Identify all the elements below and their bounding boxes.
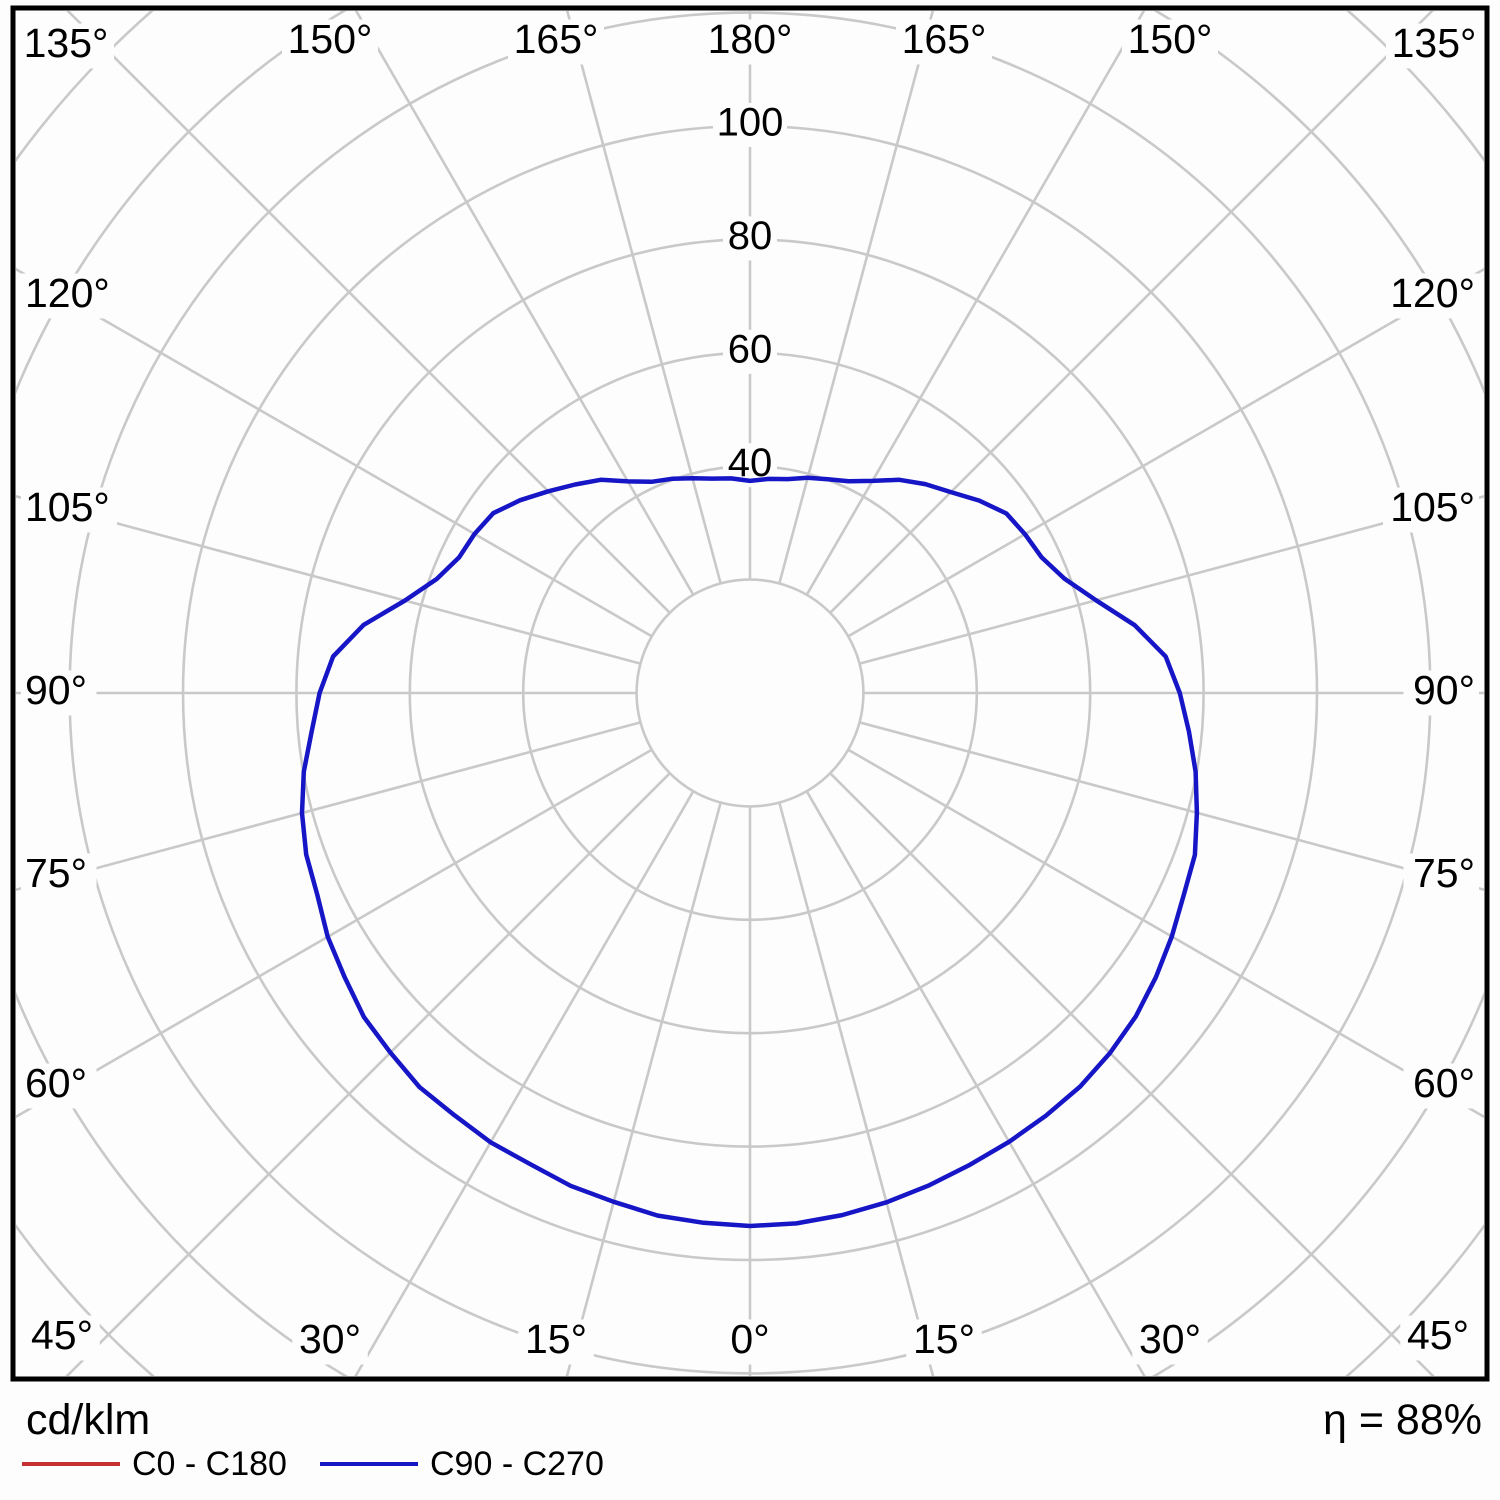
legend-swatch-c0-c180 xyxy=(22,1462,120,1466)
angle-label-15: 15° xyxy=(525,1316,587,1362)
curve-C90-C270 xyxy=(299,475,1200,1229)
angle-label-135-bg xyxy=(1386,23,1482,69)
grid-spoke-120 xyxy=(847,267,1484,638)
angle-label-150: 150° xyxy=(1128,16,1213,62)
grid-spoke-30 xyxy=(805,790,1146,1376)
angle-label-105-bg xyxy=(21,487,117,533)
angle-label-150: 150° xyxy=(288,16,373,62)
angle-label-135: 135° xyxy=(24,20,109,66)
angle-label-165: 165° xyxy=(514,16,599,62)
angle-label-165-bg xyxy=(508,19,604,65)
angle-label-60-bg xyxy=(1403,1063,1479,1109)
units-label: cd/klm xyxy=(26,1396,151,1444)
angle-label-15-bg xyxy=(518,1319,594,1365)
angle-label-105: 105° xyxy=(1390,484,1475,530)
angle-label-150-bg xyxy=(1122,19,1218,65)
angle-label-30-bg xyxy=(1132,1319,1208,1365)
grid-spoke-75 xyxy=(859,721,1484,892)
angle-label-150-bg xyxy=(282,19,378,65)
angle-label-30: 30° xyxy=(1139,1316,1201,1362)
angle-label-75-bg xyxy=(21,853,97,899)
legend-label-c0-c180: C0 - C180 xyxy=(132,1445,287,1483)
angle-label-90: 90° xyxy=(25,667,87,713)
grid-spoke-210 xyxy=(354,11,695,596)
radial-label-80-bg xyxy=(723,216,777,261)
grid-spoke-255 xyxy=(16,494,641,665)
grid-spoke-195 xyxy=(565,11,722,584)
angle-label-75: 75° xyxy=(1413,850,1475,896)
angle-label-135-bg xyxy=(18,23,114,69)
radial-label-100-bg xyxy=(713,103,787,147)
angle-label-105: 105° xyxy=(25,484,110,530)
angle-label-180-bg xyxy=(702,19,798,65)
angle-label-180: 180° xyxy=(708,16,793,62)
grid-spoke-285 xyxy=(16,721,641,892)
grid-spoke-60 xyxy=(847,748,1484,1119)
grid-spoke-165 xyxy=(778,11,935,584)
angle-label-105-bg xyxy=(1383,487,1479,533)
angle-label-165-bg xyxy=(896,19,992,65)
angle-label-45: 45° xyxy=(31,1312,93,1358)
angle-label-60: 60° xyxy=(25,1060,87,1106)
grid-spoke-300 xyxy=(16,748,653,1119)
angle-label-120: 120° xyxy=(25,270,110,316)
grid-spoke-150 xyxy=(805,11,1146,596)
radial-label-100: 100 xyxy=(717,101,784,145)
angle-label-60-bg xyxy=(21,1063,97,1109)
legend-item-c90-c270: C90 - C270 xyxy=(320,1444,604,1484)
angle-label-120-bg xyxy=(1383,273,1479,319)
grid-spoke-315 xyxy=(65,772,671,1376)
angle-label-30: 30° xyxy=(299,1316,361,1362)
efficiency-label: η = 88% xyxy=(1323,1396,1482,1444)
grid-spoke-105 xyxy=(859,494,1484,665)
grid-spoke-345 xyxy=(565,802,722,1376)
angle-label-75: 75° xyxy=(25,850,87,896)
legend-swatch-c90-c270 xyxy=(320,1462,418,1466)
angle-label-90: 90° xyxy=(1413,667,1475,713)
radial-label-80: 80 xyxy=(728,214,773,258)
plot-frame xyxy=(10,5,1490,1382)
radial-label-60: 60 xyxy=(728,327,773,371)
angle-label-90-bg xyxy=(21,670,97,716)
grid-spoke-45 xyxy=(829,772,1435,1376)
angle-label-135: 135° xyxy=(1392,20,1477,66)
legend-label-c90-c270: C90 - C270 xyxy=(430,1445,604,1483)
angle-label-90-bg xyxy=(1403,670,1479,716)
radial-label-60-bg xyxy=(723,329,777,374)
angle-label-30-bg xyxy=(292,1319,368,1365)
angle-label-15-bg xyxy=(906,1319,982,1365)
grid-spoke-240 xyxy=(16,267,653,638)
legend-item-c0-c180: C0 - C180 xyxy=(22,1444,287,1484)
angle-label-0: 0° xyxy=(730,1316,769,1362)
angle-label-120: 120° xyxy=(1390,270,1475,316)
grid-spoke-330 xyxy=(354,790,695,1376)
angle-label-45-bg xyxy=(24,1315,100,1361)
angle-label-165: 165° xyxy=(902,16,987,62)
angle-label-0-bg xyxy=(722,1319,778,1365)
angle-label-45-bg xyxy=(1400,1315,1476,1361)
angle-label-75-bg xyxy=(1403,853,1479,899)
angle-label-120-bg xyxy=(21,273,117,319)
grid-spoke-15 xyxy=(778,802,935,1376)
angle-label-15: 15° xyxy=(913,1316,975,1362)
angle-label-60: 60° xyxy=(1413,1060,1475,1106)
angle-label-45: 45° xyxy=(1407,1312,1469,1358)
